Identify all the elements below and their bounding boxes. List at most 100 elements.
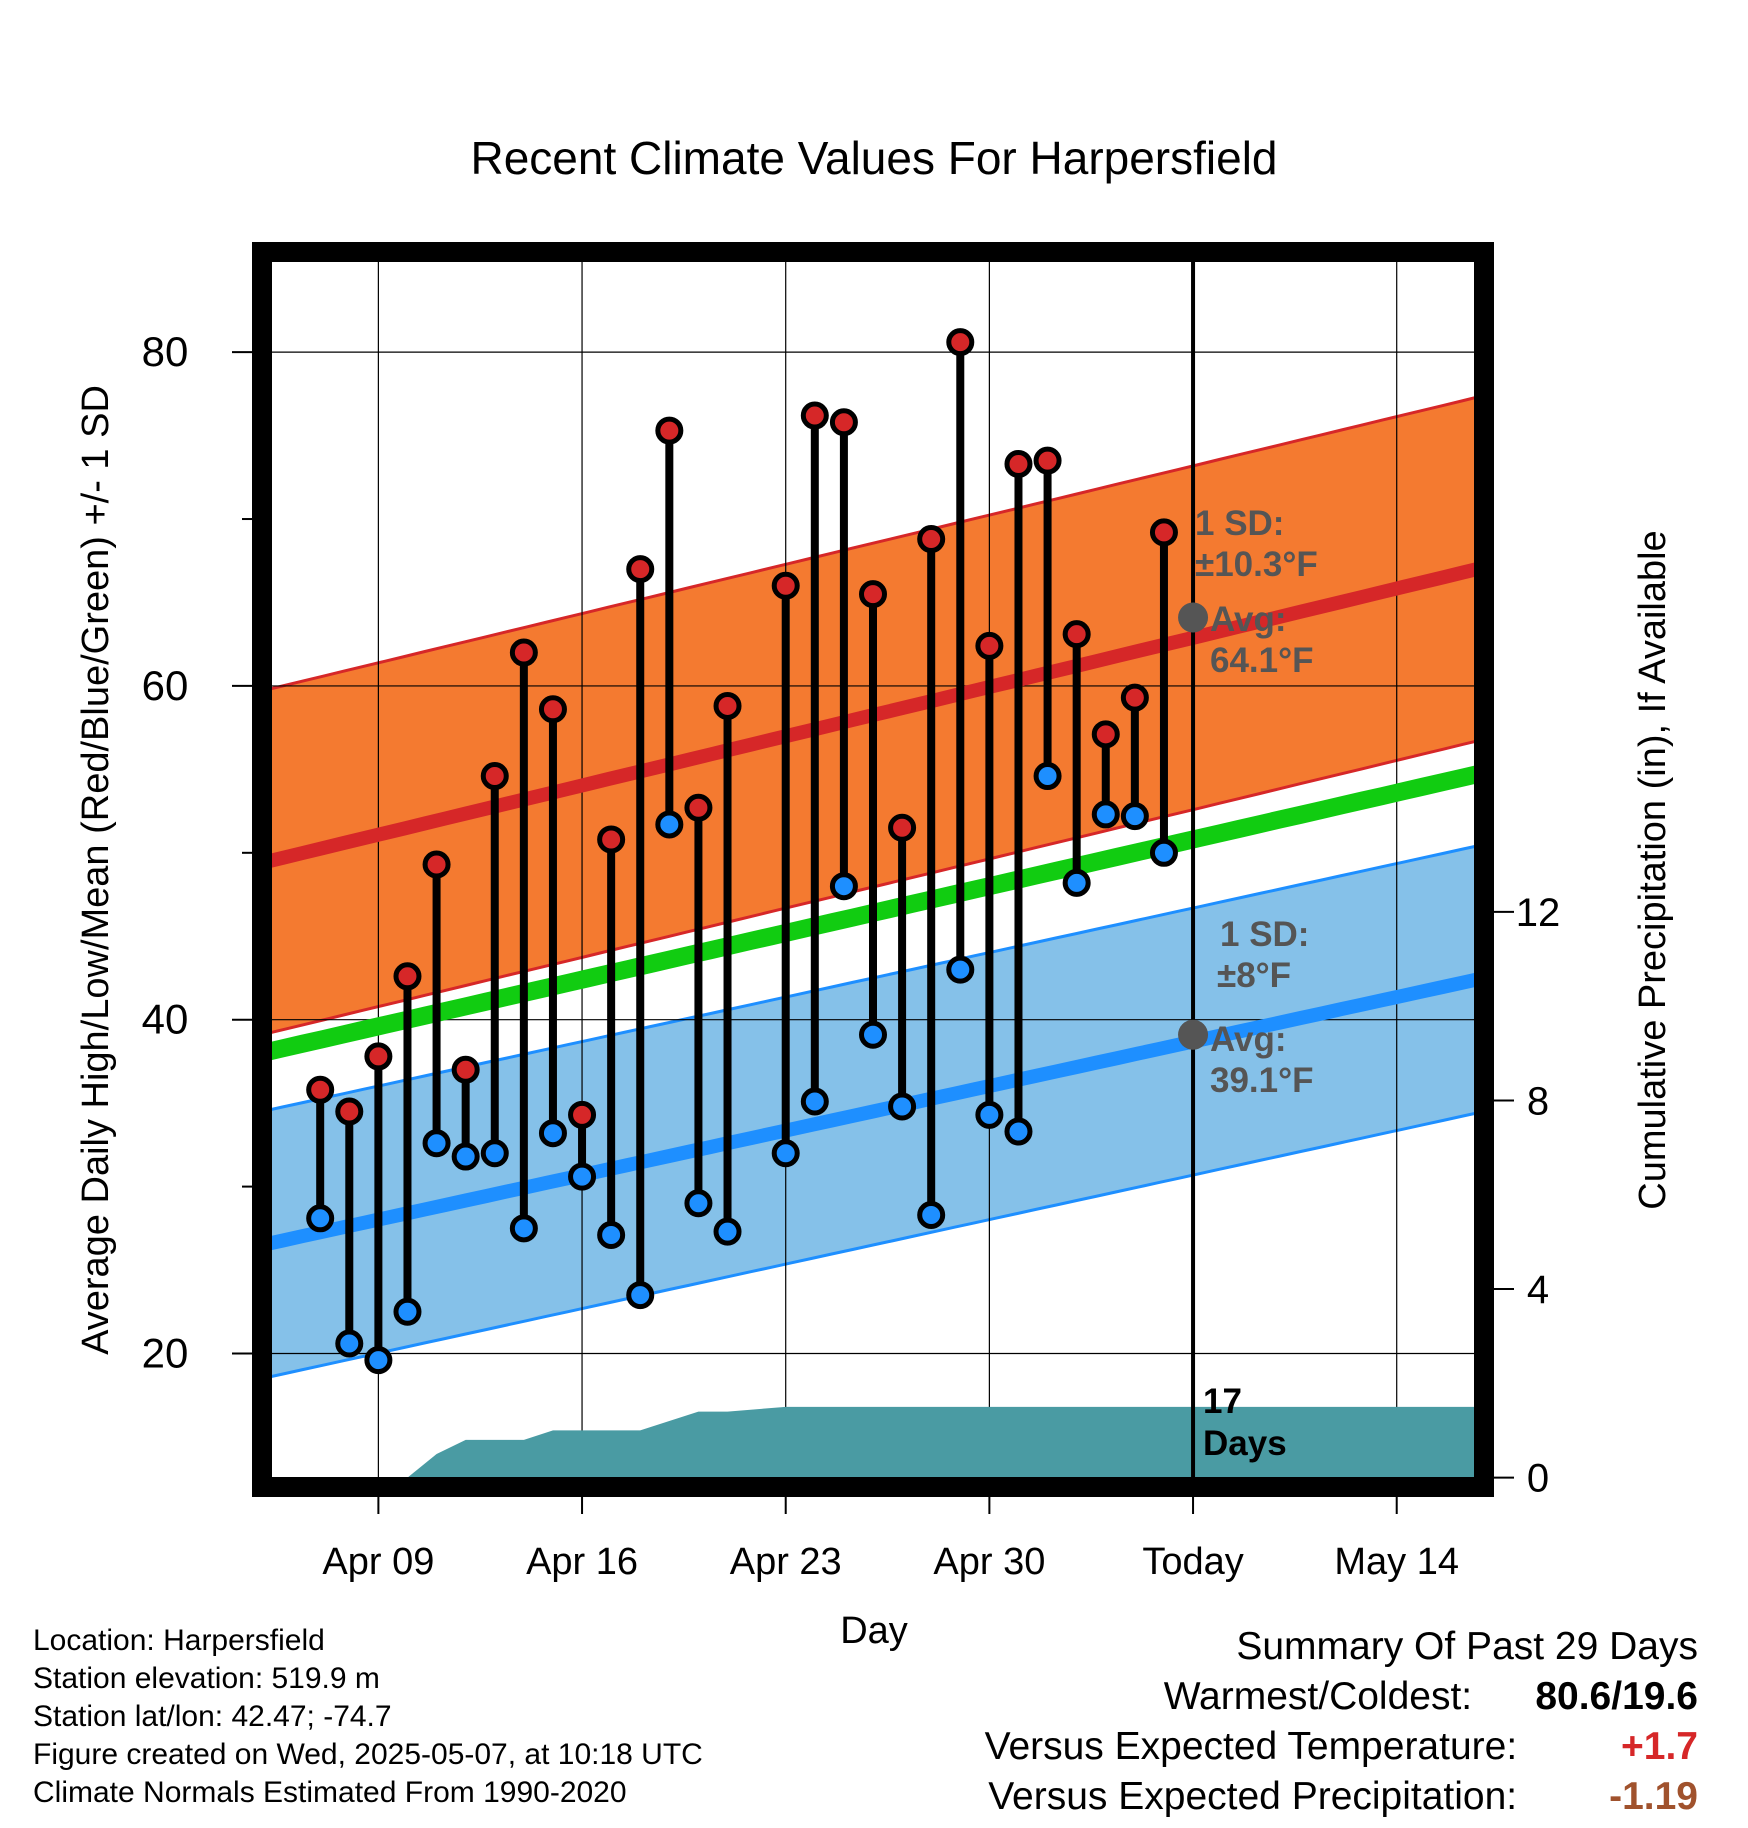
daily-low-point [859, 1020, 887, 1049]
daily-high-point [568, 1100, 597, 1129]
latlon-text: Station lat/lon: 42.47; -74.7 [33, 1700, 392, 1733]
temp-value: +1.7 [1621, 1725, 1698, 1768]
y2-axis-label: Cumulative Precipitation (in), If Availa… [1632, 530, 1674, 1209]
y2-tick-label: 8 [1527, 1079, 1549, 1123]
daily-low-point [626, 1281, 655, 1310]
daily-low-point [451, 1142, 480, 1171]
low-sd-value: ±8°F [1217, 956, 1291, 995]
x-tick-label: Apr 09 [322, 1541, 434, 1583]
y2-tick-label: 4 [1527, 1268, 1549, 1312]
daily-low-point [306, 1204, 335, 1233]
high-sd-label: 1 SD: [1195, 504, 1284, 543]
created-text: Figure created on Wed, 2025-05-07, at 10… [33, 1738, 703, 1771]
daily-high-point [800, 401, 829, 430]
high-sd-value: ±10.3°F [1195, 545, 1318, 584]
precip-row: Versus Expected Precipitation: -1.19 [985, 1772, 1698, 1822]
daily-high-point [393, 962, 422, 991]
daily-low-point [422, 1129, 451, 1158]
daily-high-point [364, 1042, 393, 1071]
station-info: Location: Harpersfield Station elevation… [33, 1622, 703, 1812]
x-tick-label: Today [1142, 1541, 1243, 1583]
daily-high-point [626, 555, 655, 584]
x-tick-label: May 14 [1334, 1541, 1459, 1583]
daily-low-point [1062, 868, 1091, 897]
temp-label: Versus Expected Temperature: [984, 1725, 1518, 1768]
daily-low-point [946, 955, 975, 984]
summary-panel: Summary Of Past 29 Days Warmest/Coldest:… [985, 1622, 1698, 1822]
high-avg-label: Avg: [1210, 600, 1286, 639]
location-text: Location: Harpersfield [33, 1624, 325, 1657]
days-word: Days [1203, 1424, 1287, 1463]
low-sd-label: 1 SD: [1220, 915, 1309, 954]
elevation-text: Station elevation: 519.9 m [33, 1662, 380, 1695]
daily-high-point [451, 1055, 480, 1084]
daily-high-point [684, 793, 713, 822]
daily-low-point [364, 1346, 393, 1375]
precip-label: Versus Expected Precipitation: [988, 1775, 1518, 1818]
daily-low-point [335, 1329, 364, 1358]
high-avg-marker [1178, 602, 1209, 633]
daily-low-point [655, 810, 684, 839]
warm-cold-label: Warmest/Coldest: [1163, 1675, 1473, 1718]
daily-low-point [538, 1119, 567, 1148]
daily-low-point [917, 1200, 946, 1229]
daily-high-point [335, 1097, 364, 1126]
y2-tick-label: 0 [1527, 1457, 1549, 1501]
y-tick-label: 40 [142, 996, 189, 1043]
daily-low-point [597, 1220, 626, 1249]
y2-tick-label: 12 [1516, 891, 1561, 935]
daily-low-point [829, 872, 858, 901]
high-band-upper-edge [262, 394, 1484, 693]
daily-high-point [859, 580, 887, 609]
daily-high-point [946, 328, 975, 357]
daily-high-point [829, 408, 858, 437]
daily-low-point [509, 1214, 538, 1243]
x-tick-label: Apr 30 [933, 1541, 1045, 1583]
x-axis-label: Day [840, 1610, 908, 1652]
days-count: 17 [1203, 1382, 1242, 1421]
daily-high-point [509, 638, 538, 667]
normals-text: Climate Normals Estimated From 1990-2020 [33, 1776, 627, 1809]
daily-high-point [975, 631, 1004, 660]
cumulative-precip-area [262, 1406, 1484, 1478]
daily-high-point [713, 691, 742, 720]
daily-low-point [771, 1139, 800, 1168]
daily-high-point [422, 850, 451, 879]
chart-title: Recent Climate Values For Harpersfield [470, 132, 1277, 184]
daily-low-point [1149, 838, 1178, 867]
x-tick-label: Apr 16 [526, 1541, 638, 1583]
warm-cold-row: Warmest/Coldest: 80.6/19.6 [985, 1672, 1698, 1722]
daily-high-point [1004, 449, 1033, 478]
daily-high-point [1120, 683, 1149, 712]
y-tick-label: 60 [142, 662, 189, 709]
y-tick-label: 80 [142, 328, 189, 375]
daily-high-point [1091, 720, 1120, 749]
daily-high-point [1062, 620, 1091, 649]
daily-low-point [800, 1087, 829, 1116]
low-avg-marker [1178, 1019, 1209, 1050]
temp-row: Versus Expected Temperature: +1.7 [985, 1722, 1698, 1772]
daily-high-point [917, 525, 946, 554]
daily-high-point [597, 825, 626, 854]
daily-low-point [480, 1139, 509, 1168]
daily-low-point [888, 1092, 917, 1121]
daily-high-point [480, 762, 509, 791]
daily-low-point [975, 1100, 1004, 1129]
daily-high-point [538, 695, 567, 724]
y-axis-label: Average Daily High/Low/Mean (Red/Blue/Gr… [75, 385, 117, 1355]
daily-low-point [1033, 762, 1062, 791]
daily-low-point [713, 1217, 742, 1246]
y-tick-label: 20 [142, 1329, 189, 1376]
daily-low-point [1091, 800, 1120, 829]
low-avg-value: 39.1°F [1210, 1061, 1314, 1100]
summary-title: Summary Of Past 29 Days [1236, 1625, 1698, 1668]
daily-high-point [888, 813, 917, 842]
daily-high-point [655, 416, 684, 445]
daily-low-point [568, 1162, 597, 1191]
daily-high-point [1033, 446, 1062, 475]
avg-low-line [262, 971, 1484, 1252]
daily-high-point [1149, 518, 1178, 547]
low-band-lower-edge [262, 1110, 1484, 1380]
plot-frame [252, 242, 1494, 1497]
